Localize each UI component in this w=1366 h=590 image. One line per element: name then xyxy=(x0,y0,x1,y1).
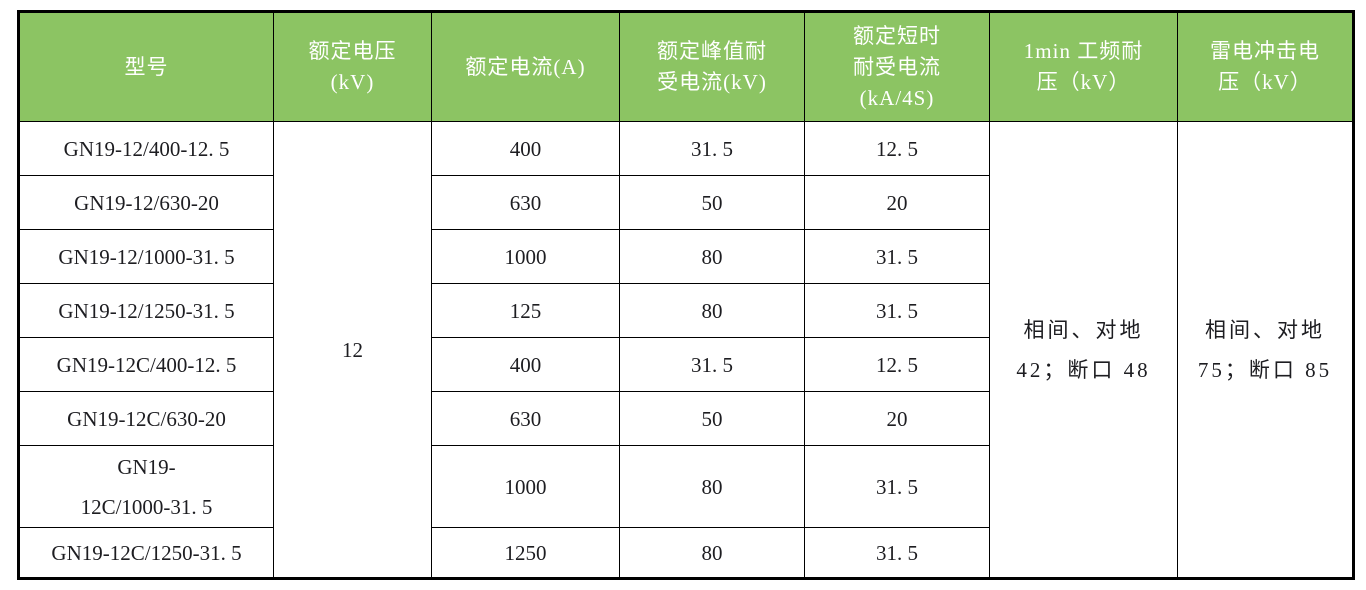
cell-rated-current: 400 xyxy=(431,337,620,392)
cell-rated-current: 125 xyxy=(431,283,620,338)
table-row: GN19- 12C/1000-31. 5 1000 80 31. 5 xyxy=(18,445,1354,528)
cell-short-time-withstand-current: 31. 5 xyxy=(804,527,990,579)
cell-short-time-withstand-current: 31. 5 xyxy=(804,445,990,528)
cell-model: GN19-12/400-12. 5 xyxy=(18,121,274,176)
table-row: GN19-12/1000-31. 5 1000 80 31. 5 xyxy=(18,229,1354,284)
table-row: GN19-12/1250-31. 5 125 80 31. 5 xyxy=(18,283,1354,338)
cell-peak-withstand-current: 80 xyxy=(619,527,805,579)
cell-short-time-withstand-current: 20 xyxy=(804,175,990,230)
cell-rated-current: 1000 xyxy=(431,445,620,528)
header-row: 型号 额定电压 (kV) 额定电流(A) 额定峰值耐 受电流(kV) 额定短时 … xyxy=(18,11,1354,122)
cell-rated-current: 1250 xyxy=(431,527,620,579)
cell-peak-withstand-current: 31. 5 xyxy=(619,121,805,176)
table-row: GN19-12C/400-12. 5 400 31. 5 12. 5 xyxy=(18,337,1354,392)
cell-short-time-withstand-current: 31. 5 xyxy=(804,229,990,284)
cell-rated-current: 630 xyxy=(431,391,620,446)
spec-table: 型号 额定电压 (kV) 额定电流(A) 额定峰值耐 受电流(kV) 额定短时 … xyxy=(17,10,1355,580)
cell-power-frequency-merged: 相间、对地 42；断口 48 xyxy=(989,121,1178,579)
cell-short-time-withstand-current: 12. 5 xyxy=(804,121,990,176)
cell-lightning-impulse-merged: 相间、对地 75；断口 85 xyxy=(1177,121,1354,579)
cell-peak-withstand-current: 31. 5 xyxy=(619,337,805,392)
table-row: GN19-12/630-20 630 50 20 xyxy=(18,175,1354,230)
cell-peak-withstand-current: 80 xyxy=(619,283,805,338)
header-power-frequency-withstand-voltage: 1min 工频耐 压（kV） xyxy=(989,11,1178,122)
header-short-time-withstand-current: 额定短时 耐受电流 (kA/4S) xyxy=(804,11,990,122)
header-model: 型号 xyxy=(18,11,274,122)
header-rated-current: 额定电流(A) xyxy=(431,11,620,122)
table-row: GN19-12C/630-20 630 50 20 xyxy=(18,391,1354,446)
cell-model: GN19-12/1000-31. 5 xyxy=(18,229,274,284)
table-header: 型号 额定电压 (kV) 额定电流(A) 额定峰值耐 受电流(kV) 额定短时 … xyxy=(18,11,1354,122)
header-rated-voltage: 额定电压 (kV) xyxy=(273,11,432,122)
table-body: GN19-12/400-12. 5 12 400 31. 5 12. 5 相间、… xyxy=(18,121,1354,579)
cell-short-time-withstand-current: 12. 5 xyxy=(804,337,990,392)
cell-short-time-withstand-current: 20 xyxy=(804,391,990,446)
cell-rated-current: 1000 xyxy=(431,229,620,284)
cell-peak-withstand-current: 50 xyxy=(619,175,805,230)
cell-model: GN19- 12C/1000-31. 5 xyxy=(18,445,274,528)
cell-model: GN19-12C/400-12. 5 xyxy=(18,337,274,392)
header-peak-withstand-current: 额定峰值耐 受电流(kV) xyxy=(619,11,805,122)
cell-short-time-withstand-current: 31. 5 xyxy=(804,283,990,338)
cell-peak-withstand-current: 80 xyxy=(619,445,805,528)
cell-model: GN19-12/1250-31. 5 xyxy=(18,283,274,338)
cell-model: GN19-12/630-20 xyxy=(18,175,274,230)
cell-model: GN19-12C/1250-31. 5 xyxy=(18,527,274,579)
cell-rated-current: 400 xyxy=(431,121,620,176)
cell-peak-withstand-current: 80 xyxy=(619,229,805,284)
table-row: GN19-12C/1250-31. 5 1250 80 31. 5 xyxy=(18,527,1354,579)
header-lightning-impulse-voltage: 雷电冲击电 压（kV） xyxy=(1177,11,1354,122)
cell-rated-voltage-merged: 12 xyxy=(273,121,432,579)
table-row: GN19-12/400-12. 5 12 400 31. 5 12. 5 相间、… xyxy=(18,121,1354,579)
cell-peak-withstand-current: 50 xyxy=(619,391,805,446)
cell-rated-current: 630 xyxy=(431,175,620,230)
cell-model: GN19-12C/630-20 xyxy=(18,391,274,446)
